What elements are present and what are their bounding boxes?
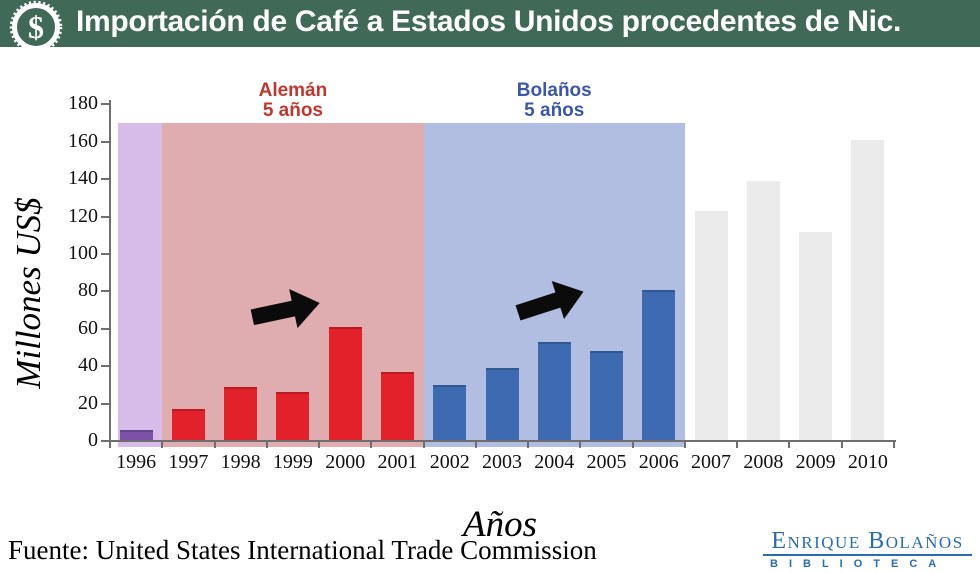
y-axis-tick xyxy=(101,140,110,143)
logo-name: Enrique Bolaños xyxy=(763,529,972,556)
y-axis-tick xyxy=(101,290,110,293)
x-axis-label: 2001 xyxy=(377,451,418,473)
x-axis-label: 2002 xyxy=(429,451,470,473)
bar-1999 xyxy=(276,392,310,441)
bar-1997 xyxy=(171,409,205,441)
bar-1996 xyxy=(119,429,153,441)
logo-subtitle: BIBLIOTECA xyxy=(770,558,948,570)
x-axis-label: 1996 xyxy=(116,451,157,473)
period-band-pre-aleman xyxy=(118,123,163,447)
bar-2007 xyxy=(694,210,728,441)
x-axis-label: 2004 xyxy=(534,451,575,473)
y-axis-tick xyxy=(101,215,110,218)
page-title: Importación de Café a Estados Unidos pro… xyxy=(76,5,902,38)
bar-2003 xyxy=(485,368,519,441)
y-axis-tick xyxy=(101,402,110,405)
x-axis-label: 2010 xyxy=(847,451,888,473)
bar-2009 xyxy=(799,231,833,441)
bar-2001 xyxy=(380,371,414,441)
x-axis-tick xyxy=(161,442,164,448)
x-axis-tick xyxy=(422,442,425,448)
period-label-bolanos: Bolaños 5 años xyxy=(444,81,664,121)
x-axis-label: 2005 xyxy=(586,451,627,473)
y-axis-tick xyxy=(101,103,110,106)
y-axis-tick xyxy=(101,253,110,255)
x-axis-label: 2006 xyxy=(638,451,679,473)
x-axis-label: 2007 xyxy=(691,451,732,473)
dollar-coin-icon: $ xyxy=(9,0,63,59)
x-axis-tick xyxy=(631,442,634,448)
x-axis-tick xyxy=(527,442,530,448)
period-name: Alemán xyxy=(258,80,328,101)
source-note: Fuente: United States International Trad… xyxy=(8,535,597,565)
y-axis-label: 140 xyxy=(68,167,98,190)
y-axis-label: 0 xyxy=(88,429,98,451)
y-axis-title: Millones US$ xyxy=(9,197,48,389)
x-axis-tick xyxy=(265,442,268,448)
x-axis-tick xyxy=(474,442,477,448)
y-axis-label: 160 xyxy=(68,129,98,152)
bar-2010 xyxy=(851,139,885,441)
period-duration: 5 años xyxy=(524,100,585,121)
x-axis-tick xyxy=(840,442,843,448)
bar-2005 xyxy=(590,351,624,441)
x-axis-label: 2003 xyxy=(481,451,522,473)
x-axis-label: 2000 xyxy=(325,451,366,473)
x-axis-tick xyxy=(579,442,582,448)
y-axis-tick xyxy=(101,440,110,442)
y-axis-tick xyxy=(101,178,110,181)
y-axis-label: 100 xyxy=(68,242,98,264)
x-axis-tick xyxy=(893,442,895,448)
y-axis-tick xyxy=(101,327,110,330)
bar-2004 xyxy=(537,341,571,441)
trend-arrow-bolanos xyxy=(511,269,593,339)
x-axis-tick xyxy=(736,442,739,448)
x-axis-title: Años xyxy=(463,504,537,545)
y-axis-label: 60 xyxy=(78,316,98,339)
y-axis-label: 40 xyxy=(78,354,98,377)
y-axis-label: 120 xyxy=(68,204,98,227)
y-axis-tick xyxy=(101,365,110,368)
y-axis xyxy=(109,100,111,443)
x-axis-tick xyxy=(213,442,216,448)
period-label-aleman: Alemán 5 años xyxy=(183,81,403,121)
x-axis-label: 1997 xyxy=(168,451,209,473)
y-axis-label: 180 xyxy=(68,92,98,115)
svg-text:$: $ xyxy=(28,9,44,45)
y-axis-label: 20 xyxy=(78,391,98,414)
bar-2002 xyxy=(433,384,467,441)
bar-2008 xyxy=(746,181,780,441)
x-axis-tick xyxy=(683,442,686,448)
header xyxy=(0,0,980,47)
x-axis-label: 2008 xyxy=(743,451,784,473)
y-axis-label: 80 xyxy=(78,279,98,302)
period-duration: 5 años xyxy=(262,100,324,121)
x-axis-label: 2009 xyxy=(795,451,836,473)
x-axis-tick xyxy=(370,442,373,448)
trend-arrow-aleman xyxy=(247,280,326,344)
enrique-bolanos-biblioteca-logo: Enrique Bolaños BIBLIOTECA xyxy=(763,529,972,570)
period-name: Bolaños xyxy=(516,80,592,101)
x-axis xyxy=(108,440,896,442)
x-axis-label: 1998 xyxy=(220,451,261,473)
x-axis-tick xyxy=(318,442,321,448)
bar-2000 xyxy=(328,326,362,441)
bar-1998 xyxy=(224,386,258,441)
x-axis-tick xyxy=(788,442,791,448)
bar-2006 xyxy=(642,289,676,441)
x-axis-tick xyxy=(109,442,111,448)
x-axis-label: 1999 xyxy=(272,451,313,473)
